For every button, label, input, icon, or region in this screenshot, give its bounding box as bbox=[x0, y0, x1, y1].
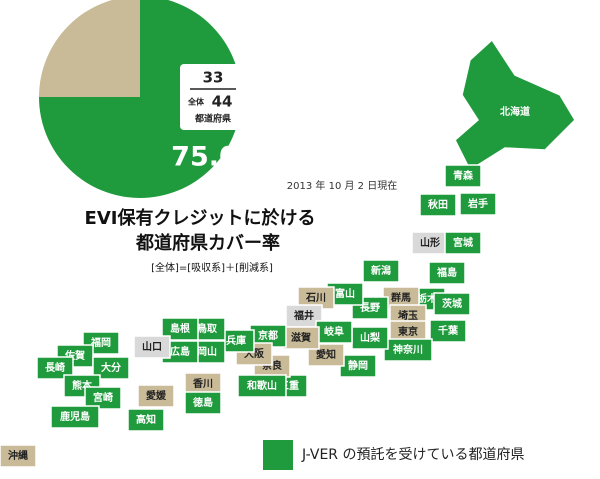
prefecture-label: 山口 bbox=[142, 340, 162, 353]
prefecture-label: 秋田 bbox=[428, 198, 448, 211]
prefecture-label: 栃木 bbox=[417, 292, 438, 305]
date: 2013 年 10 月 2 日現在 bbox=[287, 179, 397, 192]
pie-center-box bbox=[180, 64, 246, 130]
prefecture-label: 鳥取 bbox=[197, 322, 218, 335]
legend-label: J-VER の預託を受けている都道府県 bbox=[301, 447, 524, 463]
prefecture-shape bbox=[133, 335, 171, 359]
prefecture-label: 富山 bbox=[335, 287, 355, 300]
prefecture-shape bbox=[459, 192, 497, 216]
prefecture-label: 鹿児島 bbox=[60, 410, 90, 423]
prefecture-label: 愛媛 bbox=[146, 389, 167, 402]
prefecture-shape bbox=[237, 374, 287, 398]
prefecture-label: 福井 bbox=[293, 309, 314, 322]
prefecture-label: 島根 bbox=[170, 322, 190, 335]
total-label: 全体 bbox=[187, 97, 205, 107]
prefecture-shape bbox=[92, 356, 130, 380]
prefecture-shape bbox=[383, 338, 433, 362]
prefecture-label: 神奈川 bbox=[393, 343, 423, 356]
covered-count: 33 bbox=[203, 69, 224, 87]
prefecture-label: 福岡 bbox=[90, 336, 111, 349]
prefecture-shape bbox=[36, 356, 74, 380]
prefecture-label: 和歌山 bbox=[246, 379, 277, 392]
prefecture-label: 岡山 bbox=[197, 345, 217, 358]
prefecture-label: 茨城 bbox=[442, 297, 462, 310]
total-count: 44 bbox=[212, 93, 233, 111]
prefecture-shape bbox=[127, 408, 165, 432]
prefecture-label: 北海道 bbox=[500, 105, 530, 118]
prefecture-label: 東京 bbox=[398, 325, 418, 338]
prefecture-shape bbox=[428, 261, 466, 285]
prefecture-shape bbox=[433, 292, 471, 316]
prefecture-shape bbox=[0, 444, 37, 468]
prefecture-label: 愛知 bbox=[316, 348, 336, 361]
prefecture-label: 大分 bbox=[101, 361, 121, 374]
prefecture-label: 徳島 bbox=[192, 396, 213, 409]
prefecture-label: 宮崎 bbox=[93, 391, 113, 404]
prefecture-shape bbox=[419, 193, 457, 217]
pie-slice bbox=[39, 0, 241, 198]
prefecture-label: 長崎 bbox=[45, 361, 65, 374]
prefecture-shape bbox=[444, 231, 482, 255]
prefecture-label: 埼玉 bbox=[398, 309, 418, 322]
title-line: 都道府県カバー率 bbox=[135, 232, 280, 254]
prefecture-label: 岩手 bbox=[467, 197, 488, 210]
prefecture-shape bbox=[161, 317, 199, 341]
percent-label: 75.0% bbox=[171, 142, 265, 173]
prefecture-label: 新潟 bbox=[371, 264, 391, 277]
prefecture-label: 静岡 bbox=[348, 359, 368, 372]
prefecture-label: 山形 bbox=[420, 236, 440, 249]
prefecture-shape bbox=[454, 38, 576, 172]
subtitle: [全体]=[吸収系]＋[削減系] bbox=[151, 261, 273, 274]
prefecture-label: 宮城 bbox=[453, 236, 473, 249]
prefecture-label: 山梨 bbox=[360, 331, 381, 344]
title-line: EVI保有クレジットに於ける bbox=[85, 207, 316, 229]
unit-label: 都道府県 bbox=[194, 113, 231, 125]
prefecture-label: 千葉 bbox=[438, 324, 459, 337]
prefecture-label: 長野 bbox=[360, 302, 380, 314]
prefecture-label: 滋賀 bbox=[291, 331, 311, 344]
prefecture-label: 沖縄 bbox=[8, 449, 28, 462]
prefecture-label: 青森 bbox=[453, 169, 474, 182]
prefecture-shape bbox=[84, 386, 122, 410]
pie-slice bbox=[39, 0, 140, 97]
prefecture-label: 京都 bbox=[258, 329, 278, 342]
prefecture-shape bbox=[50, 405, 100, 429]
prefecture-label: 石川 bbox=[305, 292, 326, 304]
coverage-pie bbox=[39, 0, 241, 198]
prefecture-shape bbox=[444, 164, 482, 188]
prefecture-shape bbox=[362, 259, 400, 283]
prefecture-label: 広島 bbox=[170, 345, 190, 358]
prefecture-label: 福島 bbox=[436, 266, 457, 279]
prefecture-label: 群馬 bbox=[391, 291, 411, 304]
prefecture-label: 兵庫 bbox=[226, 334, 246, 347]
legend-swatch bbox=[263, 440, 293, 470]
prefecture-shape bbox=[184, 391, 222, 415]
prefecture-shape bbox=[137, 384, 175, 408]
prefecture-label: 香川 bbox=[193, 377, 213, 390]
prefecture-label: 高知 bbox=[136, 413, 156, 426]
prefecture-shape bbox=[429, 319, 467, 343]
prefecture-label: 岐阜 bbox=[324, 325, 344, 338]
